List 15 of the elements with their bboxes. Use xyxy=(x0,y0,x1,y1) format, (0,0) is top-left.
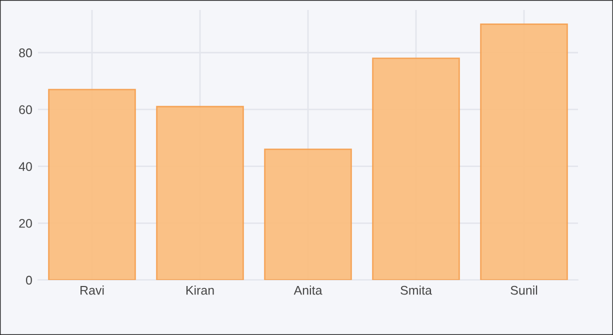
y-tick-label: 80 xyxy=(19,48,32,58)
bar xyxy=(156,106,244,280)
x-tick-label: Smita xyxy=(400,286,432,295)
bar xyxy=(48,88,136,280)
x-tick-label: Sunil xyxy=(510,286,538,295)
bar xyxy=(372,58,460,280)
y-tick-label: 40 xyxy=(18,162,32,171)
x-tick-label: Ravi xyxy=(80,286,104,295)
x-tick-label: Anita xyxy=(294,286,322,295)
y-tick-label: 60 xyxy=(19,105,32,114)
y-tick-label: 20 xyxy=(19,218,32,228)
bar xyxy=(264,148,352,280)
y-tick-label: 0 xyxy=(26,276,32,285)
x-tick-label: Kiran xyxy=(186,286,214,295)
bar xyxy=(480,24,568,280)
